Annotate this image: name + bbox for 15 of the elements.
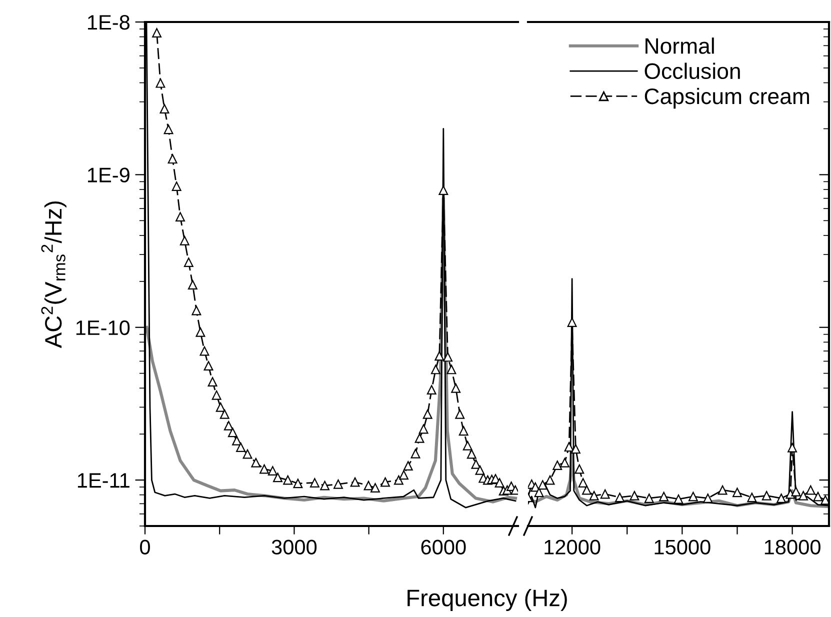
x-tick-label: 0 bbox=[140, 540, 150, 554]
y-tick-label: 1E-9 bbox=[88, 168, 130, 182]
x-tick-label: 15000 bbox=[654, 540, 710, 554]
legend-label: Occlusion bbox=[644, 62, 740, 80]
x-tick-label: 3000 bbox=[272, 540, 317, 554]
x-tick-label: 18000 bbox=[764, 540, 820, 554]
y-tick-label: 1E-10 bbox=[76, 320, 130, 336]
y-tick-label: 1E-11 bbox=[78, 473, 130, 488]
y-tick-label: 1E-8 bbox=[88, 15, 130, 30]
x-tick-label: 12000 bbox=[544, 540, 600, 554]
legend-label: Normal bbox=[646, 38, 714, 54]
x-axis-title: Frequency (Hz) bbox=[408, 588, 567, 612]
x-tick-label: 6000 bbox=[421, 540, 466, 554]
y-axis-title: AC$^{2}$(V$_{rms}$$^{2}$/Hz) bbox=[41, 201, 66, 348]
legend-label: Capsicum cream bbox=[644, 88, 809, 109]
